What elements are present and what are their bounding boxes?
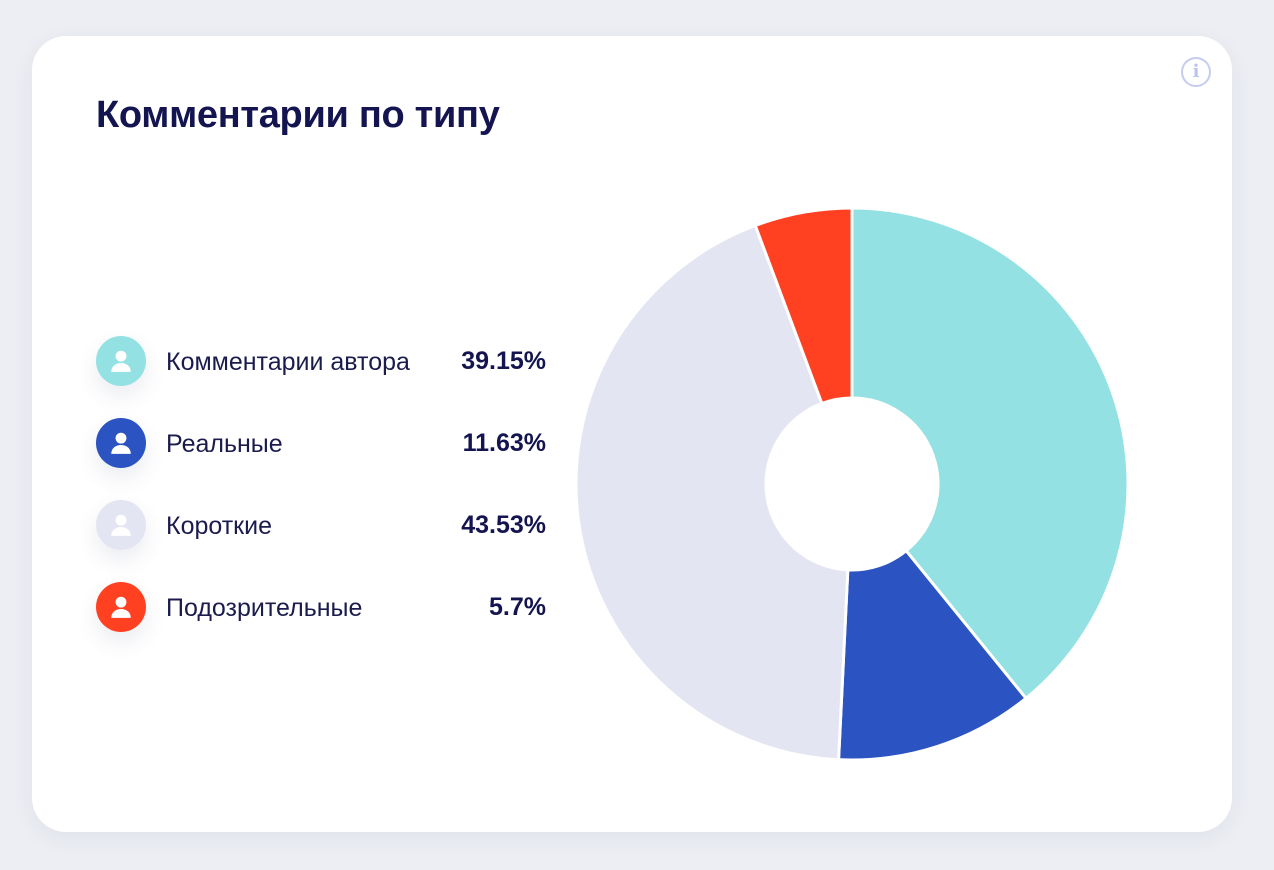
legend-value: 11.63%: [462, 429, 546, 457]
info-icon[interactable]: i: [1181, 57, 1211, 87]
donut-slice-author[interactable]: [850, 206, 1130, 700]
legend-label: Подозрительные: [166, 594, 363, 622]
legend-value: 5.7%: [489, 593, 546, 621]
comments-by-type-card: i Комментарии по типу Комментарии автора…: [32, 36, 1232, 832]
legend-item-author[interactable]: Комментарии автора 39.15%: [96, 336, 546, 418]
legend-label: Реальные: [166, 430, 283, 458]
legend-value: 43.53%: [461, 511, 546, 539]
legend-swatch: [96, 418, 146, 468]
donut-chart: [574, 206, 1130, 762]
user-icon: [111, 596, 131, 618]
user-icon: [111, 514, 131, 536]
legend-item-real[interactable]: Реальные 11.63%: [96, 418, 546, 500]
chart-legend: Комментарии автора 39.15% Реальные 11.63…: [96, 336, 546, 664]
legend-swatch: [96, 582, 146, 632]
user-icon: [111, 350, 131, 372]
legend-swatch: [96, 500, 146, 550]
donut-slice-short[interactable]: [574, 224, 850, 762]
legend-swatch: [96, 336, 146, 386]
donut-slice-suspicious[interactable]: [753, 206, 854, 405]
legend-label: Короткие: [166, 512, 272, 540]
card-title: Комментарии по типу: [96, 94, 500, 136]
legend-item-short[interactable]: Короткие 43.53%: [96, 500, 546, 582]
legend-item-suspicious[interactable]: Подозрительные 5.7%: [96, 582, 546, 664]
donut-slice-real[interactable]: [837, 549, 1028, 762]
legend-label: Комментарии автора: [166, 348, 410, 376]
legend-value: 39.15%: [461, 347, 546, 375]
user-icon: [111, 432, 131, 454]
